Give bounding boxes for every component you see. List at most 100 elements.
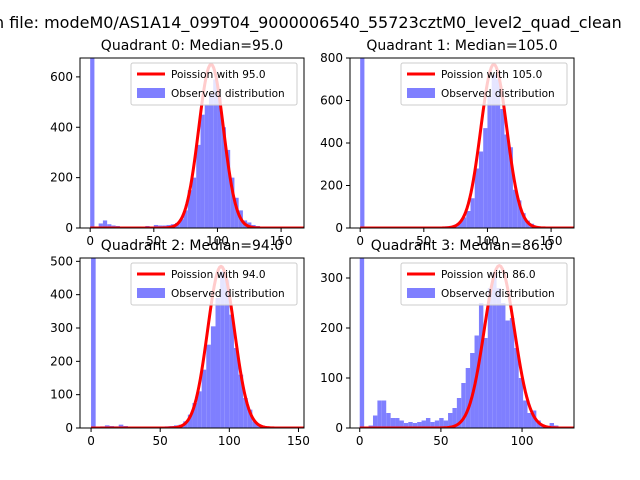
histogram-bar bbox=[487, 288, 493, 428]
histogram-bar bbox=[102, 220, 108, 228]
histogram-bar bbox=[386, 413, 391, 428]
legend-bar-label: Observed distribution bbox=[441, 288, 555, 300]
histogram-bar bbox=[187, 414, 193, 428]
legend-box bbox=[130, 262, 298, 306]
histogram-bar bbox=[466, 211, 471, 228]
quadrant-1-axes: 0 50 100 150 0 200 400 600 800 Quadrant 1: Median… bbox=[320, 38, 575, 248]
x-tick-label: 0 bbox=[356, 434, 364, 448]
legend-line-label: Poission with 105.0 bbox=[441, 69, 542, 81]
histogram-bar bbox=[439, 418, 444, 428]
y-tick-label: 600 bbox=[320, 94, 343, 108]
y-tick-label: 200 bbox=[50, 171, 73, 185]
histogram-bar bbox=[487, 96, 492, 228]
histogram-bar bbox=[221, 127, 226, 228]
histogram-bar bbox=[491, 75, 496, 228]
histogram-bar bbox=[508, 147, 513, 228]
legend-line-label: Poission with 94.0 bbox=[171, 269, 266, 281]
histogram-bar bbox=[197, 391, 202, 428]
histogram-bar bbox=[443, 420, 449, 428]
histogram-bar bbox=[462, 217, 467, 228]
x-tick-label: 0 bbox=[356, 234, 364, 248]
histogram-bar bbox=[252, 421, 257, 428]
histogram-bar bbox=[399, 420, 404, 428]
histogram-bar bbox=[213, 79, 218, 228]
y-tick-label: 300 bbox=[50, 321, 73, 335]
histogram-bar bbox=[412, 423, 418, 428]
legend: Poission with 86.0 Observed distribution bbox=[400, 262, 568, 306]
histogram-bar bbox=[527, 413, 532, 428]
histogram-bar bbox=[434, 420, 440, 428]
y-tick-label: 100 bbox=[320, 371, 343, 385]
quadrant-title: Quadrant 1: Median=105.0 bbox=[366, 38, 557, 54]
quadrant-0-plot bbox=[89, 58, 304, 228]
histogram-bar bbox=[421, 420, 426, 428]
histogram-bar bbox=[403, 423, 409, 428]
x-tick-label: 0 bbox=[86, 234, 94, 248]
histogram-bar bbox=[496, 288, 502, 428]
axes-frame bbox=[349, 257, 575, 429]
histogram-bar bbox=[196, 144, 201, 228]
poisson-curve bbox=[359, 264, 574, 428]
histogram-bar bbox=[500, 109, 505, 228]
y-tick-label: 200 bbox=[50, 354, 73, 368]
histogram-bar bbox=[425, 418, 431, 428]
histogram-bar bbox=[98, 223, 103, 228]
quadrant-2-axes: 0 50 100 150 0 100 200 300 400 500 Quadrant 2: Med… bbox=[50, 238, 310, 448]
histogram-bar bbox=[390, 418, 396, 428]
histogram-bar bbox=[456, 398, 462, 428]
histogram-bar bbox=[448, 413, 453, 428]
quadrant-1-plot bbox=[359, 58, 574, 228]
histogram-bar bbox=[118, 424, 124, 428]
histogram-bar bbox=[201, 369, 207, 428]
y-tick-label: 0 bbox=[65, 221, 73, 235]
y-tick-label: 300 bbox=[320, 271, 343, 285]
histogram-bar bbox=[465, 368, 471, 428]
histogram-bar bbox=[478, 151, 484, 228]
x-tick-label: 100 bbox=[206, 234, 229, 248]
histogram-bar bbox=[208, 93, 214, 228]
histogram-bar bbox=[230, 177, 235, 228]
legend-bar-swatch bbox=[407, 88, 435, 98]
legend-bar-label: Observed distribution bbox=[171, 88, 285, 100]
histogram-bar bbox=[483, 128, 488, 228]
quadrant-3-plot bbox=[359, 258, 574, 428]
x-tick-label: 50 bbox=[146, 234, 161, 248]
histogram-bar bbox=[215, 298, 221, 428]
x-tick-label: 150 bbox=[287, 434, 310, 448]
x-tick-label: 50 bbox=[153, 434, 168, 448]
histogram-bar bbox=[381, 400, 387, 428]
y-tick-label: 800 bbox=[320, 51, 343, 65]
histogram-bar bbox=[509, 318, 515, 428]
histogram-bar bbox=[408, 422, 413, 428]
histogram-bar bbox=[247, 409, 253, 428]
histogram-bar bbox=[91, 258, 96, 428]
legend-line-label: Poission with 86.0 bbox=[441, 269, 536, 281]
histogram-bar bbox=[521, 213, 526, 228]
histogram-bar bbox=[501, 303, 506, 428]
histogram-bar bbox=[360, 58, 365, 228]
legend: Poission with 95.0 Observed distribution bbox=[130, 62, 298, 106]
histogram-bar bbox=[206, 344, 211, 428]
y-tick-label: 200 bbox=[320, 179, 343, 193]
x-tick-label: 50 bbox=[416, 234, 431, 248]
legend-bar-swatch bbox=[407, 288, 435, 298]
x-tick-label: 150 bbox=[540, 234, 563, 248]
histogram-bar bbox=[452, 408, 457, 428]
histogram-bar bbox=[549, 423, 555, 428]
histogram-bar bbox=[483, 338, 488, 428]
histogram-bar bbox=[217, 97, 222, 228]
histogram-bar bbox=[187, 190, 192, 228]
histogram-bar bbox=[495, 79, 501, 228]
y-tick-label: 400 bbox=[50, 288, 73, 302]
histogram-bar bbox=[359, 258, 365, 428]
histogram-bar bbox=[372, 415, 378, 428]
axes-frame bbox=[79, 57, 305, 229]
x-tick-label: 50 bbox=[433, 434, 448, 448]
histogram-bar bbox=[204, 104, 209, 228]
histogram-bar bbox=[153, 224, 159, 228]
figure-suptitle: n file: modeM0/AS1A14_099T04_9000006540_… bbox=[0, 13, 622, 33]
histogram-bar bbox=[478, 303, 484, 428]
legend: Poission with 105.0 Observed distribution bbox=[400, 62, 568, 106]
legend: Poission with 94.0 Observed distribution bbox=[130, 262, 298, 306]
